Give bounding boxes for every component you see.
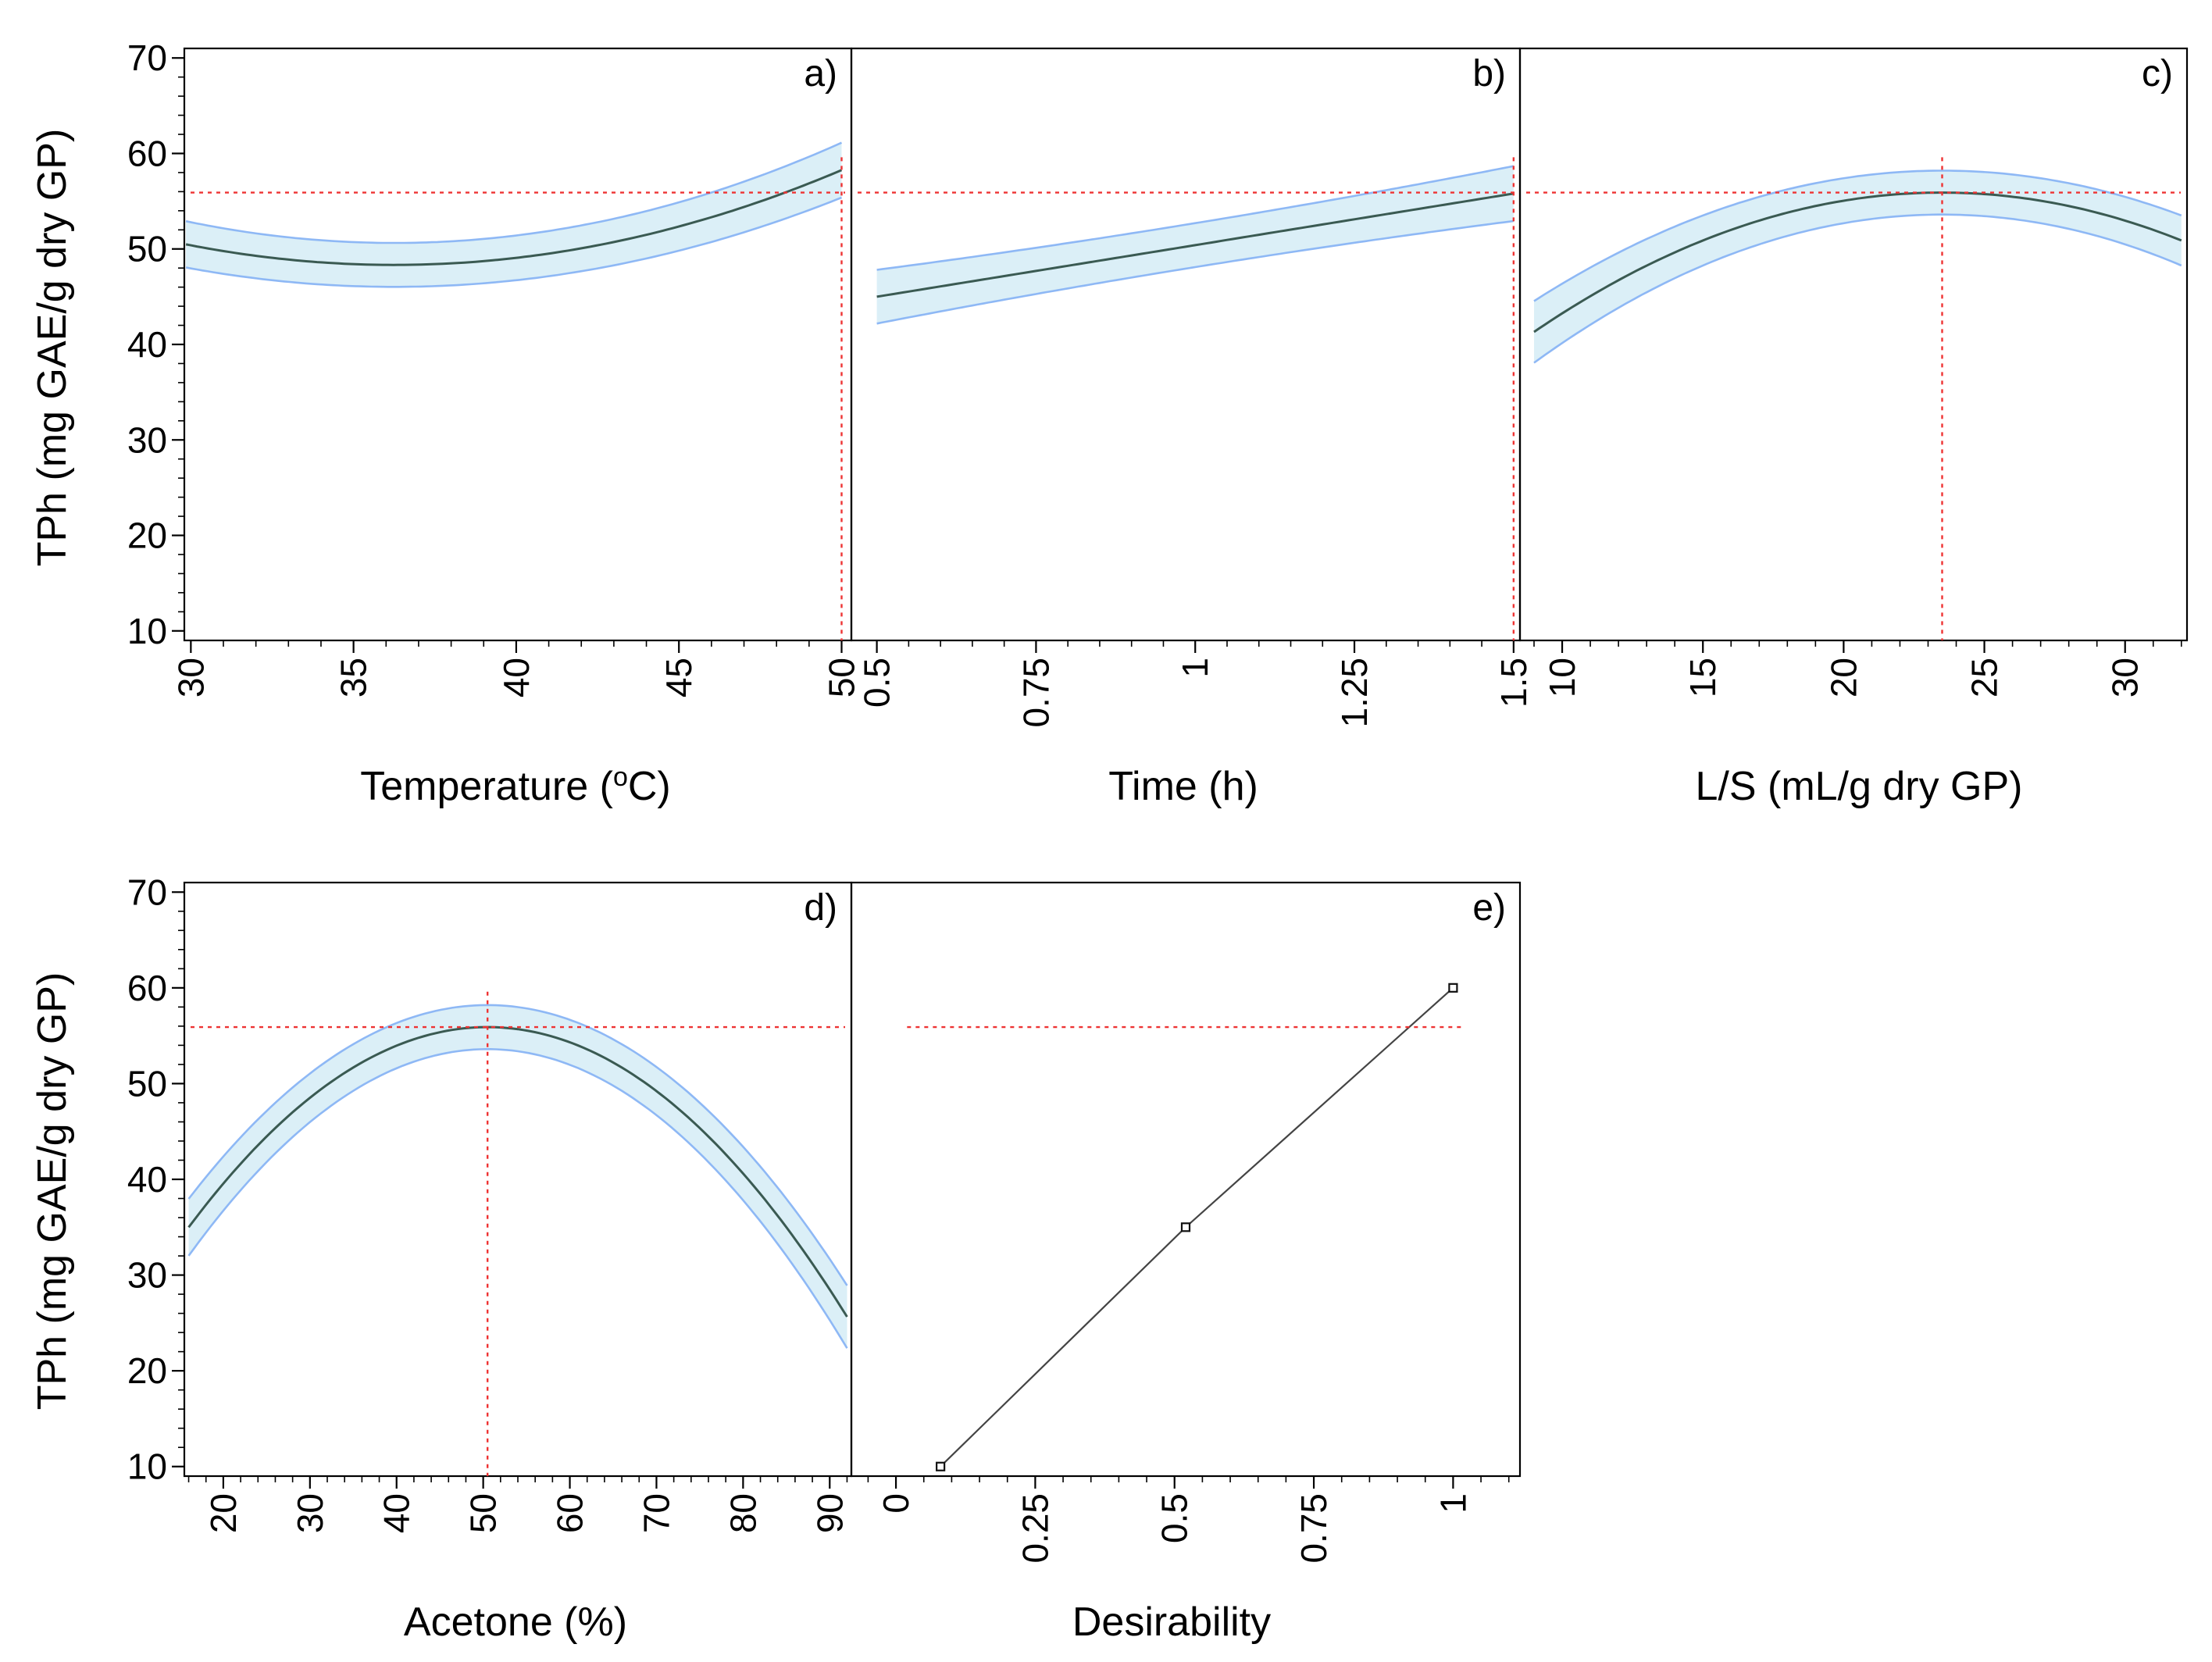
y-axis-title-bottom: TPh (mg GAE/g dry GP) [30,972,75,1411]
x-tick-label: 0.75 [1293,1493,1334,1564]
x-tick-label: 1.25 [1334,658,1375,728]
confidence-band [186,142,842,287]
upper-confidence-line [187,1004,848,1286]
x-tick-label: 20 [203,1493,244,1533]
x-tick-label: 0 [876,1493,916,1514]
plot-frame [850,47,1522,642]
lower-confidence-line [876,219,1514,325]
lower-confidence-line [1533,213,2182,364]
x-tick-label: 50 [822,658,862,697]
predicted-response-line [185,169,843,266]
y-tick-label: 60 [127,968,167,1008]
desirability-point [1448,983,1458,993]
x-tick-label: 60 [550,1493,590,1533]
y-tick-label: 20 [127,1350,167,1391]
x-axis-title-ls-ratio: L/S (mL/g dry GP) [1696,764,2023,809]
panel-label: a) [804,53,837,95]
desirability-line [940,986,1454,1468]
predicted-response-line [876,192,1515,298]
panel-label: b) [1472,53,1506,95]
plot-frame [850,881,1522,1478]
x-tick-label: 30 [290,1493,330,1533]
x-tick-label: 50 [463,1493,504,1533]
y-tick-label: 50 [127,1063,167,1104]
plot-frame [1518,47,2189,642]
x-tick-label: 0.5 [857,658,897,708]
lower-confidence-line [187,1048,848,1349]
x-tick-label: 1 [1175,658,1215,678]
y-tick-label: 20 [127,515,167,556]
x-tick-label: 0.5 [1154,1493,1195,1543]
x-tick-label: 45 [658,658,699,697]
x-tick-label: 1.5 [1493,658,1534,708]
lower-confidence-line [185,196,842,288]
desirability-point [936,1461,946,1471]
y-axis-title-top: TPh (mg GAE/g dry GP) [30,129,75,567]
x-axis-title-acetone: Acetone (%) [404,1600,627,1645]
y-tick-label: 60 [127,133,167,173]
confidence-band [188,1004,847,1349]
x-tick-label: 1 [1432,1493,1473,1514]
y-tick-label: 50 [127,229,167,269]
y-tick-label: 10 [127,1446,167,1487]
y-tick-label: 70 [127,37,167,78]
x-axis-title-desirability: Desirability [1072,1600,1271,1645]
panel-temperature: a) 10 20 30 40 50 60 70 30 35 40 45 50 [127,37,862,697]
y-tick-label: 70 [127,872,167,912]
y-tick-label: 40 [127,1159,167,1200]
x-tick-label: 90 [809,1493,850,1533]
x-tick-label: 30 [170,658,211,697]
y-tick-label: 40 [127,324,167,365]
x-tick-label: 30 [2105,658,2146,697]
x-axis-title-time: Time (h) [1108,764,1258,809]
desirability-point [1180,1222,1191,1232]
x-tick-label: 40 [376,1493,417,1533]
x-tick-label: 35 [334,658,374,697]
plot-frame [183,47,853,642]
upper-confidence-line [876,165,1515,271]
x-tick-label: 15 [1682,658,1723,697]
upper-confidence-line [185,141,843,244]
panel-label: e) [1472,887,1506,929]
panel-label: c) [2142,53,2173,95]
x-tick-label: 10 [1542,658,1582,697]
panel-desirability: e) 0 0.25 0.5 0.75 1 [850,881,1522,1564]
x-tick-label: 20 [1823,658,1864,697]
predicted-response-line [187,1025,848,1318]
x-tick-label: 0.25 [1015,1493,1055,1564]
x-tick-label: 80 [722,1493,763,1533]
panel-time: b) 0.5 0.75 1 1.25 1.5 [850,47,1534,728]
x-tick-label: 70 [636,1493,676,1533]
panel-acetone: d) 10 20 30 40 50 60 70 20 30 40 50 60 70 80 90 [127,872,853,1533]
y-tick-label: 30 [127,419,167,460]
x-tick-label: 40 [496,658,537,697]
y-tick-label: 10 [127,611,167,651]
panel-label: d) [804,887,837,929]
x-tick-label: 25 [1964,658,2005,697]
y-tick-label: 30 [127,1255,167,1296]
x-axis-title-temperature: Temperature (oC) [360,762,670,809]
upper-confidence-line [1533,169,2182,302]
predicted-response-line [1533,191,2182,333]
panel-ls-ratio: c) 10 15 20 25 30 [1518,47,2189,697]
x-tick-label: 0.75 [1015,658,1056,728]
